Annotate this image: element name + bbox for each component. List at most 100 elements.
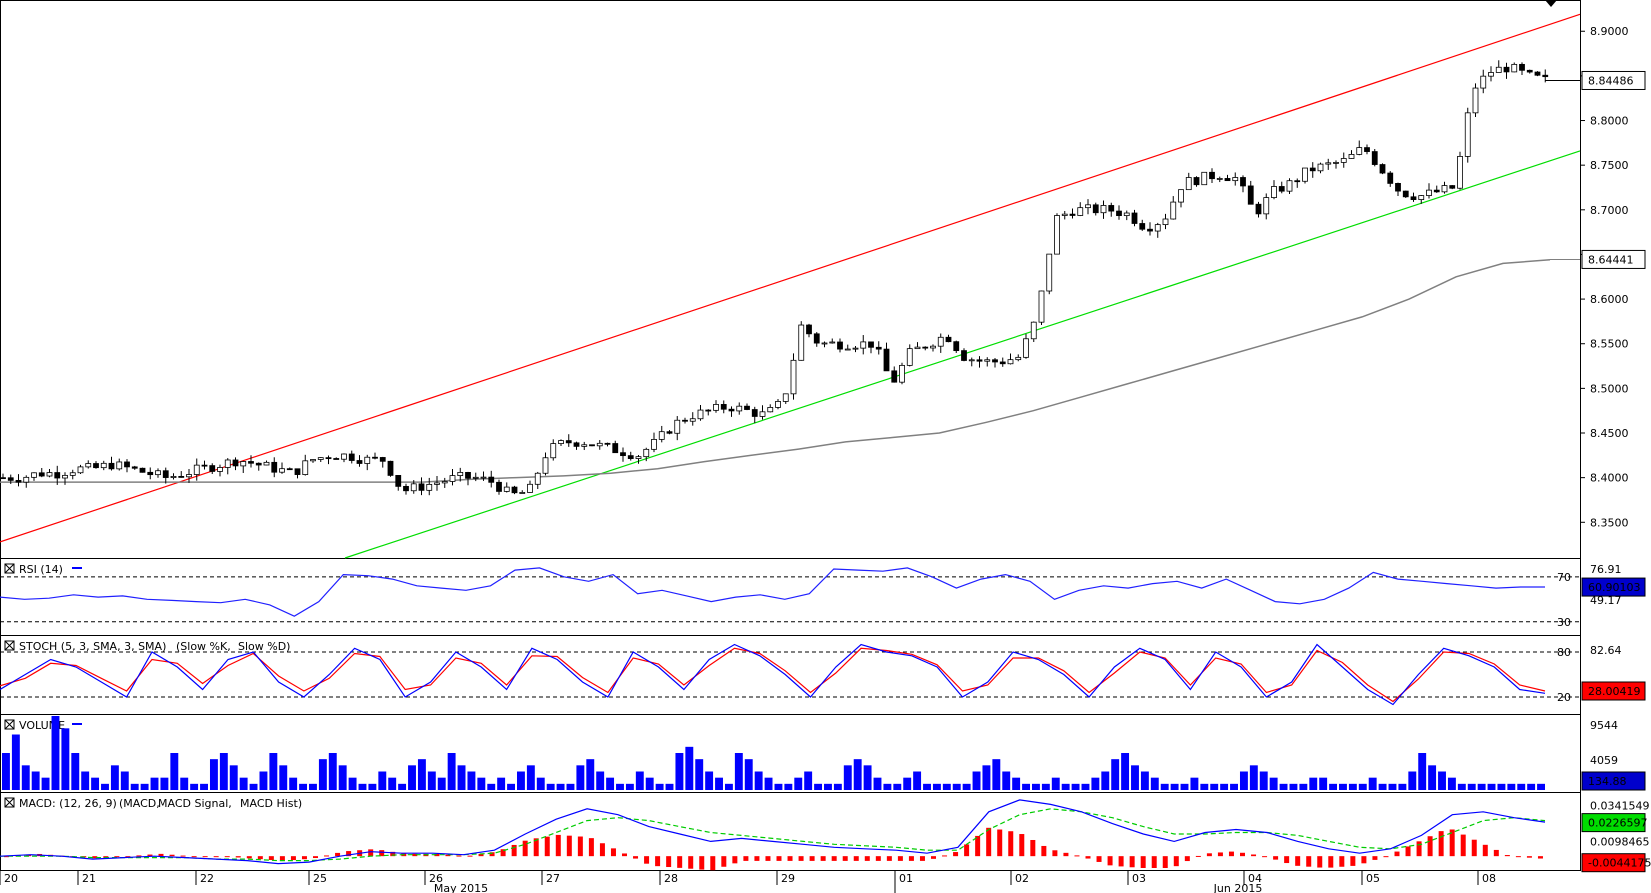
volume-bar <box>863 765 872 790</box>
macd-legend-item: MACD Hist) <box>240 797 302 810</box>
macd-hist-bar <box>842 856 848 861</box>
macd-hist-bar <box>798 856 804 861</box>
y-tick-label: 8.5000 <box>1590 382 1629 395</box>
macd-hist-bar <box>246 856 252 859</box>
volume-bar <box>1418 753 1427 790</box>
candle-body <box>953 341 960 352</box>
candle-body <box>1092 204 1099 214</box>
candle-body <box>550 443 557 459</box>
candle-body <box>232 459 239 467</box>
candle-body <box>279 468 285 473</box>
candle-body <box>527 483 533 493</box>
macd-hist-bar <box>1074 855 1080 857</box>
macd-hist-bar <box>875 856 881 861</box>
candle-body <box>457 471 464 476</box>
candle-body <box>945 336 952 343</box>
candle-body <box>511 486 518 494</box>
candle-body <box>379 457 386 462</box>
candle-body <box>1069 213 1076 216</box>
macd-hist-bar <box>754 856 760 861</box>
volume-bar <box>1051 777 1060 790</box>
volume-bar <box>1507 783 1516 790</box>
panel-border-0 <box>0 0 1581 559</box>
candle-body <box>713 404 719 411</box>
candle-body <box>1488 72 1494 77</box>
candle-body <box>38 472 45 477</box>
candle-body <box>728 408 735 412</box>
volume-bar <box>1101 771 1110 790</box>
macd-hist-bar <box>1537 856 1543 859</box>
macd-hist-bar <box>1217 852 1223 857</box>
candle-body <box>1480 75 1487 89</box>
candle-body <box>93 463 99 469</box>
volume-bar <box>1259 771 1268 790</box>
x-day-label: 25 <box>313 872 327 885</box>
stoch-scale-label: 82.64 <box>1590 644 1622 657</box>
macd-close-icon-x <box>4 797 15 808</box>
candle-body <box>209 465 216 472</box>
candle-body <box>635 456 642 459</box>
macd-hist-bar <box>125 856 131 858</box>
volume-bar <box>1527 783 1536 790</box>
macd-hist-bar <box>1085 856 1091 859</box>
macd-hist-bar <box>136 855 142 857</box>
candle-body <box>999 361 1006 365</box>
candle-body <box>1364 147 1370 152</box>
candle-body <box>1495 66 1502 73</box>
candle-body <box>1046 253 1053 292</box>
panel-border-4 <box>0 792 1581 871</box>
volume-bar <box>1150 777 1159 790</box>
volume-bar <box>1497 783 1506 790</box>
rsi-current-box <box>1581 577 1646 597</box>
volume-bar <box>110 765 119 790</box>
candle-body <box>403 485 409 492</box>
candle-body <box>1054 215 1060 255</box>
volume-bar <box>1071 783 1080 790</box>
panel-border-1 <box>0 558 1581 636</box>
candle-body <box>643 448 650 458</box>
volume-bar <box>625 783 634 790</box>
volume-bar <box>962 783 971 790</box>
candle-body <box>1426 189 1432 196</box>
volume-bar <box>685 746 694 790</box>
volume-current-label: 134.88 <box>1588 775 1627 788</box>
macd-hist-bar <box>986 827 992 857</box>
macd-hist-bar <box>224 856 230 858</box>
volume-bar <box>1398 783 1407 790</box>
macd-hist-bar <box>379 850 385 857</box>
candle-body <box>263 461 270 466</box>
stoch-current-box <box>1581 681 1646 701</box>
candle-body <box>472 476 479 479</box>
stoch-legend-d: Slow %D) <box>238 640 290 653</box>
volume-bar <box>1339 783 1347 790</box>
candle-body <box>69 472 76 476</box>
macd-hist-bar <box>1471 839 1477 857</box>
macd-hist-bar <box>765 856 771 861</box>
volume-bar <box>209 759 218 790</box>
macd-hist-bar <box>1240 852 1245 857</box>
candle-body <box>23 476 30 483</box>
volume-bar <box>408 765 416 790</box>
volume-bar <box>150 777 159 790</box>
macd-hist-bar <box>997 829 1003 857</box>
candle-body <box>1387 172 1394 184</box>
macd-signal-current-label: 0.0226597 <box>1588 817 1648 830</box>
volume-bar <box>299 783 308 790</box>
macd-hist-bar <box>931 856 936 859</box>
candle-body <box>984 359 991 362</box>
candle-body <box>15 479 22 483</box>
candle-body <box>759 411 766 417</box>
stoch-k-line <box>0 643 1546 706</box>
macd-hist-bar <box>1427 836 1433 857</box>
volume-bar <box>71 753 80 790</box>
volume-bar <box>437 777 446 790</box>
volume-bar <box>447 753 456 790</box>
macd-hist-bar <box>169 854 175 857</box>
volume-bar <box>289 777 298 790</box>
macd-hist-bar <box>666 856 672 868</box>
macd-hist-bar <box>566 835 572 857</box>
candle-body <box>821 342 828 345</box>
candle-body <box>1534 71 1541 76</box>
volume-bar <box>1467 783 1476 790</box>
